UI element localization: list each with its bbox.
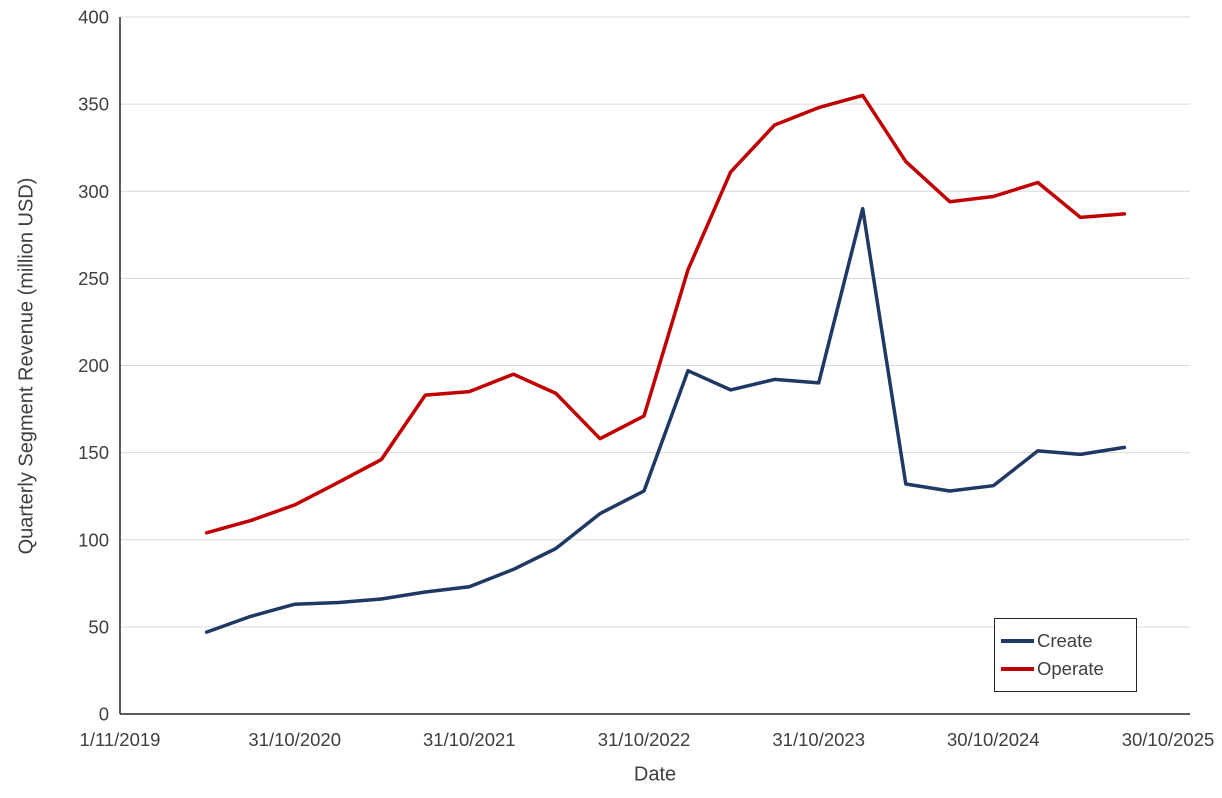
x-tick-label: 31/10/2022	[598, 729, 691, 750]
x-tick-label: 30/10/2024	[947, 729, 1040, 750]
x-tick-label: 31/10/2020	[248, 729, 341, 750]
y-tick-label: 400	[78, 7, 109, 28]
y-tick-label: 50	[88, 616, 109, 637]
legend-label-operate: Operate	[1037, 658, 1104, 680]
y-tick-label: 250	[78, 268, 109, 289]
series-line-create	[204, 206, 1127, 634]
legend: Create Operate	[994, 618, 1137, 692]
x-tick-label: 31/10/2021	[423, 729, 516, 750]
operate-line-swatch	[1001, 667, 1034, 672]
legend-entry-operate: Operate	[1001, 658, 1130, 680]
y-tick-label: 350	[78, 94, 109, 115]
y-tick-label: 0	[99, 704, 109, 725]
legend-entry-create: Create	[1001, 630, 1130, 652]
x-tick-label: 31/10/2023	[772, 729, 865, 750]
create-line-swatch	[1001, 638, 1034, 643]
y-tick-label: 300	[78, 181, 109, 202]
x-axis-title: Date	[633, 763, 677, 786]
y-tick-label: 150	[78, 442, 109, 463]
x-tick-label: 30/10/2025	[1122, 729, 1215, 750]
x-tick-label: 1/11/2019	[80, 729, 161, 750]
y-axis-title: Quarterly Segment Revenue (million USD)	[15, 177, 38, 555]
y-tick-label: 100	[78, 529, 109, 550]
legend-label-create: Create	[1037, 629, 1093, 651]
series-line-operate	[204, 93, 1127, 535]
y-tick-label: 200	[78, 355, 109, 376]
